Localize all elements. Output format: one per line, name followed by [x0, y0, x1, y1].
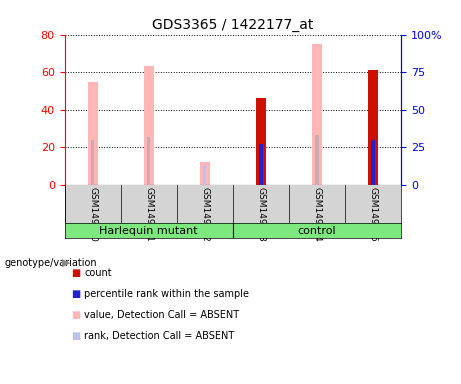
Text: percentile rank within the sample: percentile rank within the sample — [84, 289, 249, 299]
Bar — [259, 144, 262, 185]
Bar — [203, 165, 207, 185]
Text: Harlequin mutant: Harlequin mutant — [100, 225, 198, 235]
Bar — [315, 135, 319, 185]
Text: ■: ■ — [71, 310, 81, 320]
Text: GSM149361: GSM149361 — [144, 187, 153, 242]
Text: ■: ■ — [71, 289, 81, 299]
Text: ■: ■ — [71, 331, 81, 341]
Bar — [368, 70, 378, 185]
Bar — [256, 98, 266, 185]
Bar — [200, 162, 210, 185]
Title: GDS3365 / 1422177_at: GDS3365 / 1422177_at — [152, 18, 313, 32]
Bar — [91, 140, 94, 185]
Text: count: count — [84, 268, 112, 278]
Text: rank, Detection Call = ABSENT: rank, Detection Call = ABSENT — [84, 331, 235, 341]
Bar — [88, 81, 98, 185]
Bar — [147, 137, 150, 185]
Text: value, Detection Call = ABSENT: value, Detection Call = ABSENT — [84, 310, 239, 320]
Bar — [144, 66, 154, 185]
Text: genotype/variation: genotype/variation — [5, 258, 97, 268]
Bar — [312, 44, 322, 185]
Text: control: control — [298, 225, 336, 235]
Text: GSM149364: GSM149364 — [313, 187, 321, 242]
Text: GSM149360: GSM149360 — [88, 187, 97, 242]
Text: ▶: ▶ — [62, 258, 71, 268]
Bar — [372, 140, 375, 185]
Text: GSM149362: GSM149362 — [200, 187, 209, 242]
Text: ■: ■ — [71, 268, 81, 278]
Text: GSM149363: GSM149363 — [256, 187, 266, 242]
Text: GSM149365: GSM149365 — [368, 187, 378, 242]
